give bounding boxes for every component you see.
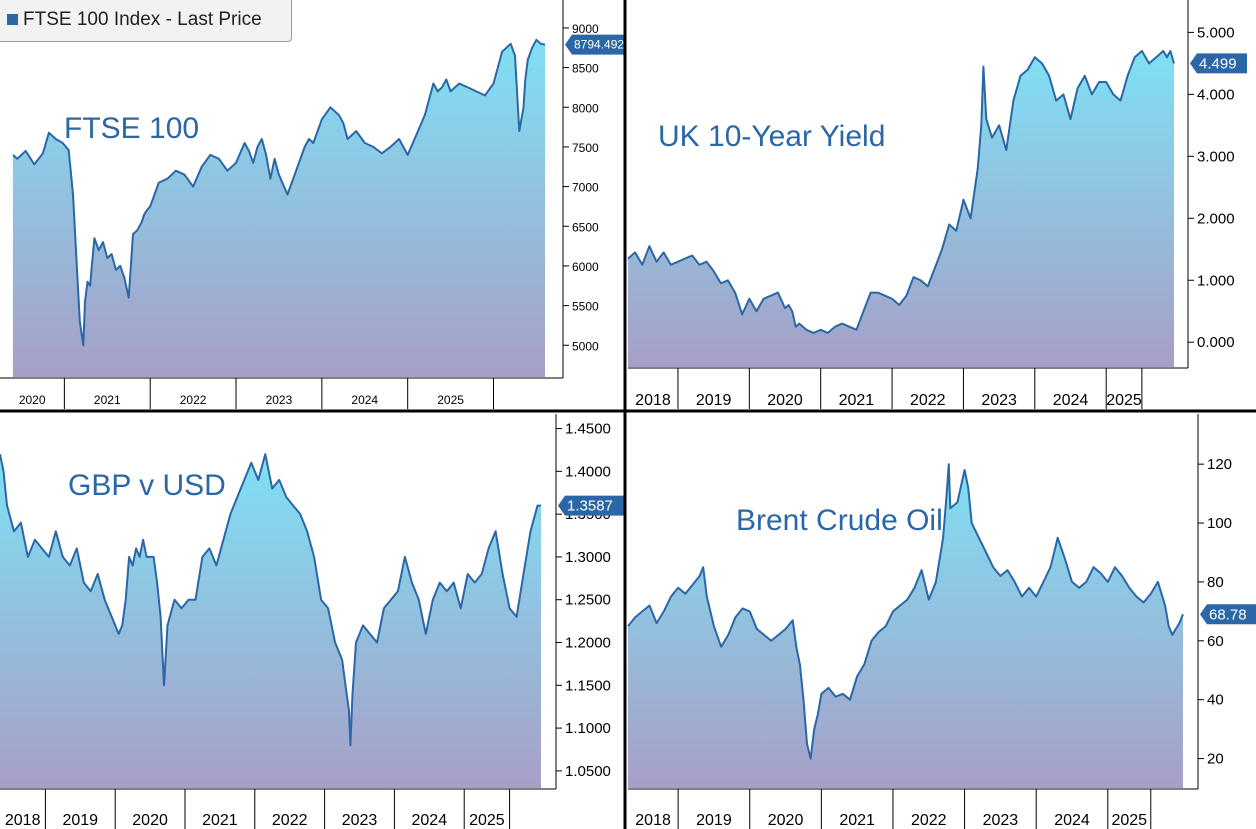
y-tick-label: 8000 (572, 101, 599, 115)
panel-brent: 120 100 80 60 40 20 68.78 2018 2019 2020 2021 2022 2… (627, 414, 1256, 829)
x-tick-label: 2024 (412, 812, 448, 829)
x-tick-label: 2020 (768, 812, 804, 829)
y-tick-label: 100 (1207, 515, 1232, 532)
x-tick-label: 2018 (635, 812, 671, 829)
panel-title-uk10y: UK 10-Year Yield (658, 120, 885, 153)
y-tick-label: 2.000 (1197, 210, 1235, 227)
panel-title-brent: Brent Crude Oil (736, 504, 943, 537)
series-line-uk10y (627, 50, 1175, 334)
y-tick-label: 20 (1207, 751, 1224, 768)
x-tick-label: 2023 (983, 812, 1019, 829)
x-tick-label: 2025 (469, 812, 505, 829)
x-tick-label: 2019 (696, 392, 732, 409)
x-tick-label: 2022 (180, 393, 207, 407)
y-tick-label: 6500 (572, 220, 599, 234)
panel-uk10y: 5.000 4.000 3.000 2.000 1.000 0.000 4.499 2018 2… (627, 0, 1247, 409)
series-line-gbpusd (0, 453, 541, 747)
x-tick-label: 2020 (132, 812, 168, 829)
x-tick-label: 2025 (1106, 392, 1142, 409)
series-line-brent (627, 463, 1184, 760)
y-tick-label: 40 (1207, 692, 1224, 709)
x-tick-label: 2024 (1053, 392, 1089, 409)
panel-ftse: 9000 8500 8000 7500 7000 6500 6000 5500 5000 8794… (0, 0, 625, 409)
last-value-badge (1200, 604, 1256, 625)
panel-gbpusd: 1.45001.40001.35001.30001.25001.20001.15… (0, 414, 624, 829)
y-tick-label: 9000 (572, 22, 599, 36)
x-tick-label: 2020 (767, 392, 803, 409)
y-tick-label: 5.000 (1197, 24, 1235, 41)
x-tick-label: 2019 (62, 812, 98, 829)
x-tick-label: 2021 (839, 392, 875, 409)
y-tick-label: 5500 (572, 300, 599, 314)
y-tick-label: 4.000 (1197, 86, 1235, 103)
panel-title-ftse: FTSE 100 (64, 112, 199, 145)
y-tick-label: 7500 (572, 141, 599, 155)
x-tick-label: 2025 (1111, 812, 1147, 829)
last-value-label: 1.3587 (567, 498, 613, 515)
y-tick-label: 1.000 (1197, 272, 1235, 289)
y-tick-label: 1.2500 (565, 592, 611, 609)
y-tick-label: 1.1000 (565, 720, 611, 737)
legend-box: FTSE 100 Index - Last Price (0, 0, 292, 42)
series-line-ftse (12, 38, 546, 347)
legend-label: FTSE 100 Index - Last Price (23, 9, 262, 30)
x-tick-label: 2023 (342, 812, 378, 829)
x-tick-label: 2025 (437, 393, 464, 407)
panel-title-gbpusd: GBP v USD (68, 469, 226, 502)
x-tick-label: 2024 (351, 393, 378, 407)
y-tick-label: 1.2000 (565, 635, 611, 652)
y-tick-label: 1.0500 (565, 763, 611, 780)
y-tick-label: 0.000 (1197, 334, 1235, 351)
y-tick-label: 60 (1207, 633, 1224, 650)
last-value-badge (1190, 53, 1247, 74)
y-tick-label: 8500 (572, 62, 599, 76)
last-value-badge (558, 495, 624, 516)
x-tick-label: 2021 (839, 812, 875, 829)
area-fill-gbpusd (0, 454, 541, 788)
x-tick-label: 2021 (94, 393, 121, 407)
y-tick-label: 1.1500 (565, 677, 611, 694)
y-tick-label: 120 (1207, 456, 1232, 473)
y-tick-label: 1.3000 (565, 549, 611, 566)
x-tick-label: 2023 (266, 393, 293, 407)
x-tick-label: 2022 (911, 812, 947, 829)
y-tick-label: 5000 (572, 339, 599, 353)
x-tick-label: 2020 (19, 393, 46, 407)
y-tick-label: 80 (1207, 574, 1224, 591)
last-value-label: 8794.492 (574, 38, 624, 52)
y-tick-label: 1.4500 (565, 421, 611, 438)
x-tick-label: 2023 (981, 392, 1017, 409)
area-fill-brent (628, 464, 1183, 788)
x-tick-label: 2018 (5, 812, 41, 829)
area-fill-ftse (12, 39, 545, 378)
area-fill-uk10y (628, 51, 1174, 367)
x-tick-label: 2021 (202, 812, 238, 829)
last-value-label: 4.499 (1199, 55, 1237, 72)
y-tick-label: 6000 (572, 260, 599, 274)
y-tick-label: 1.4000 (565, 463, 611, 480)
x-tick-label: 2024 (1054, 812, 1090, 829)
x-tick-label: 2022 (910, 392, 946, 409)
legend-swatch (7, 14, 18, 25)
last-value-badge (565, 34, 625, 55)
x-tick-label: 2018 (635, 392, 671, 409)
y-tick-label: 7000 (572, 181, 599, 195)
y-tick-label: 3.000 (1197, 148, 1235, 165)
x-tick-label: 2019 (696, 812, 732, 829)
last-value-label: 68.78 (1209, 606, 1247, 623)
x-tick-label: 2022 (272, 812, 308, 829)
